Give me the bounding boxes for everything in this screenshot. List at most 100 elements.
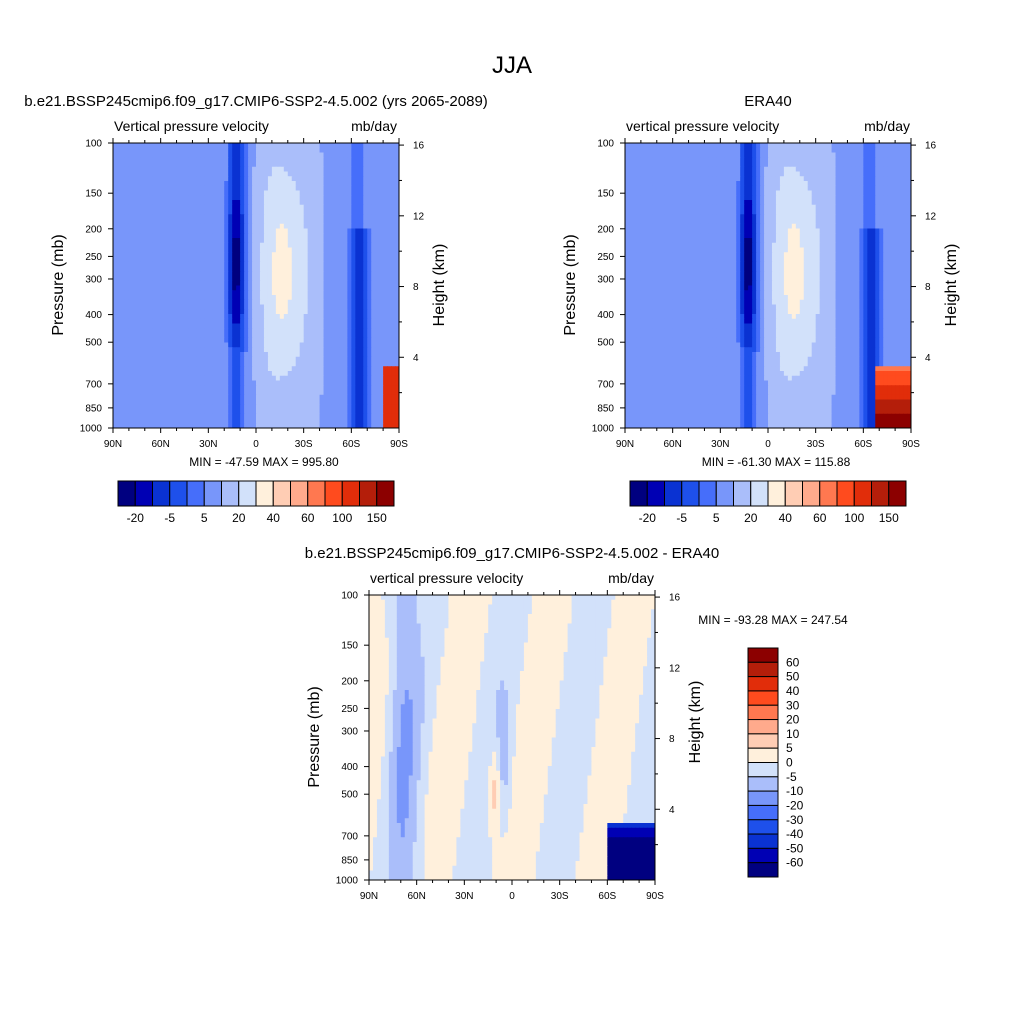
colorbar-label: 60 xyxy=(301,511,315,525)
contour-cell xyxy=(228,299,233,306)
contour-cell xyxy=(311,418,317,424)
contour-cell xyxy=(204,399,209,405)
contour-cell xyxy=(180,356,186,363)
contour-cell xyxy=(148,276,154,282)
contour-cell xyxy=(188,380,194,386)
contour-cell xyxy=(172,171,178,177)
contour-cell xyxy=(172,157,178,163)
contour-cell xyxy=(299,162,305,168)
contour-cell xyxy=(275,228,281,234)
contour-cell xyxy=(299,185,305,192)
contour-cell xyxy=(267,157,273,163)
contour-cell xyxy=(212,342,217,348)
contour-cell xyxy=(116,356,122,363)
contour-cell xyxy=(236,280,241,287)
contour-cell xyxy=(263,195,269,201)
contour-cell xyxy=(327,271,333,277)
contour-cell xyxy=(148,352,154,358)
contour-cell xyxy=(192,418,198,424)
contour-cell xyxy=(140,190,146,196)
contour-cell xyxy=(208,147,213,154)
contour-cell xyxy=(188,143,194,149)
contour-cell xyxy=(168,209,174,215)
contour-cell xyxy=(228,147,233,154)
contour-cell xyxy=(371,276,376,282)
contour-cell xyxy=(236,190,241,196)
contour-cell xyxy=(335,219,341,225)
contour-cell xyxy=(252,347,257,353)
contour-cell xyxy=(395,385,399,391)
contour-cell xyxy=(768,162,773,168)
contour-cell xyxy=(375,190,380,196)
contour-cell xyxy=(323,399,329,405)
contour-cell xyxy=(244,233,249,239)
contour-cell xyxy=(256,157,261,163)
contour-cell xyxy=(839,176,845,182)
contour-cell xyxy=(140,228,146,234)
contour-cell xyxy=(359,380,364,386)
contour-cell xyxy=(295,304,301,310)
contour-cell xyxy=(371,185,376,192)
contour-cell xyxy=(116,190,122,196)
contour-cell xyxy=(275,295,281,301)
contour-cell xyxy=(224,238,229,244)
contour-cell xyxy=(323,219,329,225)
contour-cell xyxy=(716,171,721,177)
contour-cell xyxy=(387,399,392,405)
contour-cell xyxy=(343,147,348,154)
contour-cell xyxy=(307,157,313,163)
contour-cell xyxy=(347,209,352,215)
contour-cell xyxy=(367,271,372,277)
contour-cell xyxy=(271,409,277,415)
contour-cell xyxy=(224,423,229,428)
contour-cell xyxy=(144,290,150,296)
contour-cell xyxy=(263,266,269,272)
contour-cell xyxy=(244,238,249,244)
contour-cell xyxy=(327,280,333,287)
contour-cell xyxy=(136,413,142,420)
contour-cell xyxy=(307,423,313,428)
contour-cell xyxy=(287,223,293,230)
contour-cell xyxy=(660,176,666,182)
contour-cell xyxy=(736,166,741,173)
contour-cell xyxy=(220,176,225,182)
contour-cell xyxy=(120,333,126,339)
contour-cell xyxy=(279,342,285,348)
contour-cell xyxy=(339,352,344,358)
contour-cell xyxy=(363,352,368,358)
contour-cell xyxy=(307,280,313,287)
contour-cell xyxy=(192,181,198,187)
contour-cell xyxy=(212,252,217,258)
contour-cell xyxy=(196,323,201,329)
contour-cell xyxy=(232,257,237,263)
contour-cell xyxy=(355,299,360,306)
contour-cell xyxy=(232,280,237,287)
contour-cell xyxy=(684,162,690,168)
contour-cell xyxy=(291,257,297,263)
contour-cell xyxy=(387,171,392,177)
contour-cell xyxy=(391,299,396,306)
contour-cell xyxy=(359,214,364,220)
contour-cell xyxy=(391,380,396,386)
contour-cell xyxy=(299,190,305,196)
contour-cell xyxy=(113,176,118,182)
contour-cell xyxy=(113,309,118,315)
contour-cell xyxy=(768,143,773,149)
contour-cell xyxy=(335,328,341,334)
contour-cell xyxy=(275,233,281,239)
contour-cell xyxy=(323,162,329,168)
contour-cell xyxy=(256,423,261,428)
contour-cell xyxy=(355,247,360,253)
contour-cell xyxy=(164,423,170,428)
contour-cell xyxy=(879,147,884,154)
contour-cell xyxy=(124,147,130,154)
contour-cell xyxy=(303,333,309,339)
contour-cell xyxy=(307,328,313,334)
contour-cell xyxy=(200,385,205,391)
contour-cell xyxy=(636,152,642,158)
contour-cell xyxy=(347,171,352,177)
contour-cell xyxy=(383,295,388,301)
contour-field xyxy=(113,143,399,428)
contour-cell xyxy=(839,157,845,163)
contour-cell xyxy=(128,185,134,192)
